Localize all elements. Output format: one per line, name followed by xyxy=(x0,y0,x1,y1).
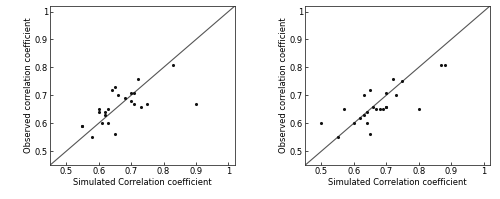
Point xyxy=(98,122,106,125)
Point xyxy=(360,94,368,97)
Point xyxy=(392,94,400,97)
Point xyxy=(101,113,109,116)
Point xyxy=(114,94,122,97)
Point xyxy=(318,122,326,125)
Point xyxy=(108,88,116,91)
Point xyxy=(130,102,138,105)
Point xyxy=(192,102,200,105)
Point xyxy=(104,122,112,125)
Point xyxy=(137,105,145,108)
Point xyxy=(130,91,138,94)
Y-axis label: Observed correlation coefficient: Observed correlation coefficient xyxy=(24,18,34,153)
Point xyxy=(382,105,390,108)
Point xyxy=(144,102,152,105)
Point xyxy=(94,108,102,111)
Point xyxy=(88,136,96,139)
Point xyxy=(360,113,368,116)
Point xyxy=(94,110,102,114)
Point xyxy=(340,108,348,111)
Point xyxy=(369,105,377,108)
Point xyxy=(372,108,380,111)
Point xyxy=(366,133,374,136)
Point xyxy=(440,63,448,66)
X-axis label: Simulated Correlation coefficient: Simulated Correlation coefficient xyxy=(328,178,467,187)
Point xyxy=(382,91,390,94)
Point xyxy=(111,85,119,89)
Point xyxy=(363,122,371,125)
Point xyxy=(104,108,112,111)
Point xyxy=(78,125,86,128)
Point xyxy=(120,97,128,100)
X-axis label: Simulated Correlation coefficient: Simulated Correlation coefficient xyxy=(73,178,212,187)
Point xyxy=(366,88,374,91)
Point xyxy=(127,99,135,102)
Point xyxy=(382,105,390,108)
Point xyxy=(134,77,141,80)
Point xyxy=(388,77,396,80)
Point xyxy=(78,125,86,128)
Point xyxy=(101,110,109,114)
Point xyxy=(111,133,119,136)
Y-axis label: Observed correlation coefficient: Observed correlation coefficient xyxy=(280,18,288,153)
Point xyxy=(414,108,422,111)
Point xyxy=(169,63,177,66)
Point xyxy=(127,91,135,94)
Point xyxy=(363,110,371,114)
Point xyxy=(334,136,342,139)
Point xyxy=(438,63,446,66)
Point xyxy=(398,80,406,83)
Point xyxy=(376,108,384,111)
Point xyxy=(350,122,358,125)
Point xyxy=(379,108,387,111)
Point xyxy=(356,116,364,119)
